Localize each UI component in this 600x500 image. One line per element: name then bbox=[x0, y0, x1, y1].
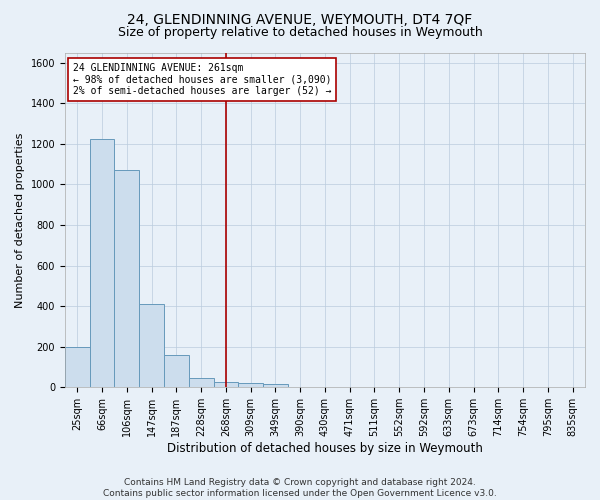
Bar bbox=[115, 170, 139, 387]
Bar bbox=[263, 384, 288, 387]
Y-axis label: Number of detached properties: Number of detached properties bbox=[15, 132, 25, 308]
X-axis label: Distribution of detached houses by size in Weymouth: Distribution of detached houses by size … bbox=[167, 442, 483, 455]
Bar bbox=[189, 378, 214, 387]
Bar bbox=[89, 138, 115, 387]
Bar bbox=[65, 346, 89, 387]
Bar bbox=[238, 383, 263, 387]
Text: Contains HM Land Registry data © Crown copyright and database right 2024.
Contai: Contains HM Land Registry data © Crown c… bbox=[103, 478, 497, 498]
Text: Size of property relative to detached houses in Weymouth: Size of property relative to detached ho… bbox=[118, 26, 482, 39]
Bar bbox=[164, 355, 189, 387]
Text: 24 GLENDINNING AVENUE: 261sqm
← 98% of detached houses are smaller (3,090)
2% of: 24 GLENDINNING AVENUE: 261sqm ← 98% of d… bbox=[73, 62, 331, 96]
Text: 24, GLENDINNING AVENUE, WEYMOUTH, DT4 7QF: 24, GLENDINNING AVENUE, WEYMOUTH, DT4 7Q… bbox=[127, 12, 473, 26]
Bar bbox=[214, 382, 238, 387]
Bar bbox=[139, 304, 164, 387]
